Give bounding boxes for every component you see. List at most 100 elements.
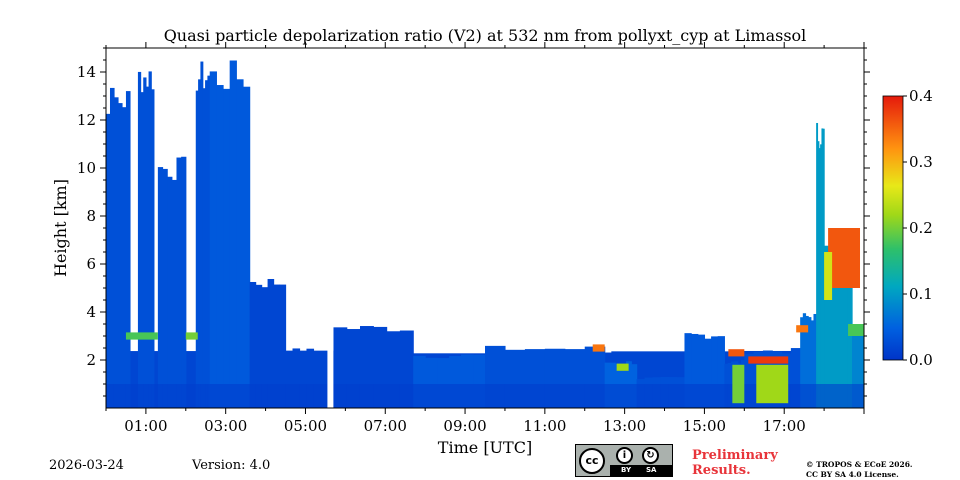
- y-tick-label: 10: [77, 159, 96, 177]
- y-tick-label: 8: [86, 207, 96, 225]
- depol-column: [732, 364, 745, 404]
- version-label: Version: 4.0: [192, 458, 271, 473]
- profile-cell: [800, 317, 804, 408]
- license-strip: [610, 465, 672, 476]
- data-gap: [327, 48, 334, 408]
- date-label: 2026-03-24: [49, 458, 124, 473]
- profile-cell: [711, 336, 719, 408]
- dust-plume: [824, 252, 833, 300]
- profile-cell: [145, 86, 150, 408]
- aerosol-layer: [592, 344, 605, 352]
- profile-cell: [236, 79, 244, 408]
- profile-region: [852, 325, 864, 408]
- profile-cell: [121, 107, 127, 408]
- profile-region: [684, 333, 725, 408]
- profile-cell: [157, 167, 164, 408]
- x-tick-label: 05:00: [284, 417, 327, 435]
- profile-cell: [810, 320, 815, 408]
- profile-region: [800, 313, 817, 408]
- profile-cell: [200, 61, 204, 408]
- profile-region: [137, 71, 155, 408]
- copyright-line2: CC BY SA 4.0 License.: [806, 470, 899, 479]
- preliminary-line1: Preliminary: [692, 448, 778, 463]
- cc-license-badge[interactable]: cc i ↻ BY SA: [575, 444, 673, 477]
- profile-cell: [229, 60, 237, 408]
- profile-cell: [125, 91, 131, 408]
- preliminary-line2: Results.: [692, 463, 751, 478]
- profile-cell: [285, 353, 294, 408]
- profile-cell: [202, 88, 206, 408]
- profile-cell: [162, 168, 168, 408]
- colorbar: [882, 95, 904, 361]
- profile-region: [106, 87, 131, 408]
- x-axis: 01:00 03:00 05:00 07:00 09:00 11:00 13:00 15:00…: [105, 42, 865, 435]
- profile-cell: [808, 317, 812, 408]
- dust-plume: [828, 228, 861, 288]
- profile-cell: [151, 89, 155, 408]
- profile-cell: [223, 88, 231, 408]
- profile-cell: [691, 333, 699, 408]
- profile-cell: [299, 352, 308, 408]
- copyright-line1: © TROPOS & ECoE 2026.: [806, 460, 913, 469]
- cc-logo-icon: cc: [579, 448, 605, 474]
- colorbar-tick-label: 0.4: [909, 87, 933, 105]
- profile-region: [249, 278, 287, 408]
- profile-cell: [862, 331, 864, 408]
- profile-cell: [109, 87, 115, 408]
- colorbar-tick-label: 0.0: [909, 351, 933, 369]
- profile-cell: [684, 333, 692, 408]
- aerosol-layer: [125, 332, 158, 340]
- profile-cell: [242, 86, 251, 408]
- profile-cell: [697, 334, 706, 408]
- copyright-notice: © TROPOS & ECoE 2026. CC BY SA 4.0 Licen…: [806, 460, 913, 480]
- depol-column: [756, 364, 789, 404]
- y-tick-label: 2: [86, 351, 96, 369]
- attribution-icon: i: [616, 447, 633, 464]
- y-tick-label: 4: [86, 303, 96, 321]
- profile-cell: [195, 90, 199, 408]
- x-tick-label: 01:00: [124, 417, 167, 435]
- profile-cell: [113, 97, 119, 408]
- surface-layer: [106, 384, 864, 408]
- dust-plume: [848, 324, 864, 336]
- profile-cell: [255, 284, 263, 408]
- share-alike-icon: ↻: [642, 447, 659, 464]
- profile-cell: [205, 80, 208, 408]
- profile-cell: [320, 352, 329, 408]
- colorbar-tick-label: 0.1: [909, 285, 933, 303]
- profile-cell: [802, 313, 807, 408]
- profile-region: [816, 122, 825, 408]
- profile-cell: [822, 128, 825, 408]
- profile-cell: [744, 353, 755, 408]
- profile-cell: [821, 128, 824, 408]
- colorbar-ticks: 0.0 0.1 0.2 0.3 0.4: [903, 87, 933, 369]
- profile-cell: [207, 75, 211, 408]
- profile-cell: [816, 122, 819, 408]
- profile-region: [157, 156, 187, 408]
- profile-cell: [171, 179, 178, 408]
- profile-cell: [117, 103, 123, 408]
- colorbar-tick-label: 0.3: [909, 153, 933, 171]
- profile-cell: [852, 331, 855, 408]
- aerosol-layer: [616, 363, 629, 371]
- preliminary-notice: Preliminary Results.: [692, 448, 778, 478]
- profile-cell: [176, 157, 182, 408]
- x-tick-label: 09:00: [443, 417, 486, 435]
- y-tick-label: 12: [77, 111, 96, 129]
- y-tick-label: 14: [77, 63, 96, 81]
- profile-cell: [181, 156, 187, 408]
- profile-cell: [860, 325, 863, 408]
- aerosol-layer: [728, 349, 745, 357]
- by-label: BY: [621, 466, 632, 474]
- profile-cell: [279, 284, 287, 408]
- profile-cell: [167, 176, 173, 408]
- profile-cell: [842, 253, 848, 408]
- profile-cell: [813, 313, 817, 408]
- plot-area: [106, 48, 864, 408]
- profile-cell: [717, 336, 725, 408]
- profile-cell: [267, 278, 275, 408]
- profile-cell: [790, 348, 801, 408]
- y-axis-label: Height [km]: [51, 179, 70, 277]
- sa-label: SA: [646, 466, 657, 474]
- aerosol-layer: [748, 356, 789, 364]
